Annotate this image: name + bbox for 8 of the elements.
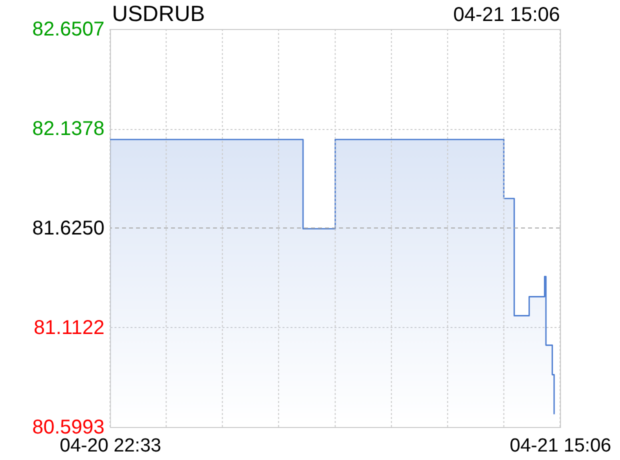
y-tick-label: 82.6507 — [32, 18, 104, 40]
y-tick-label: 81.1122 — [34, 316, 104, 339]
x-tick-label: 04-20 22:33 — [60, 436, 162, 456]
chart-subtitle: 04-21 15:06 — [453, 4, 560, 26]
y-tick-label: 82.1378 — [32, 118, 104, 140]
chart-title: USDRUB — [112, 1, 205, 26]
y-tick-label: 81.6250 — [32, 218, 104, 240]
y-tick-label: 80.5993 — [32, 416, 104, 438]
